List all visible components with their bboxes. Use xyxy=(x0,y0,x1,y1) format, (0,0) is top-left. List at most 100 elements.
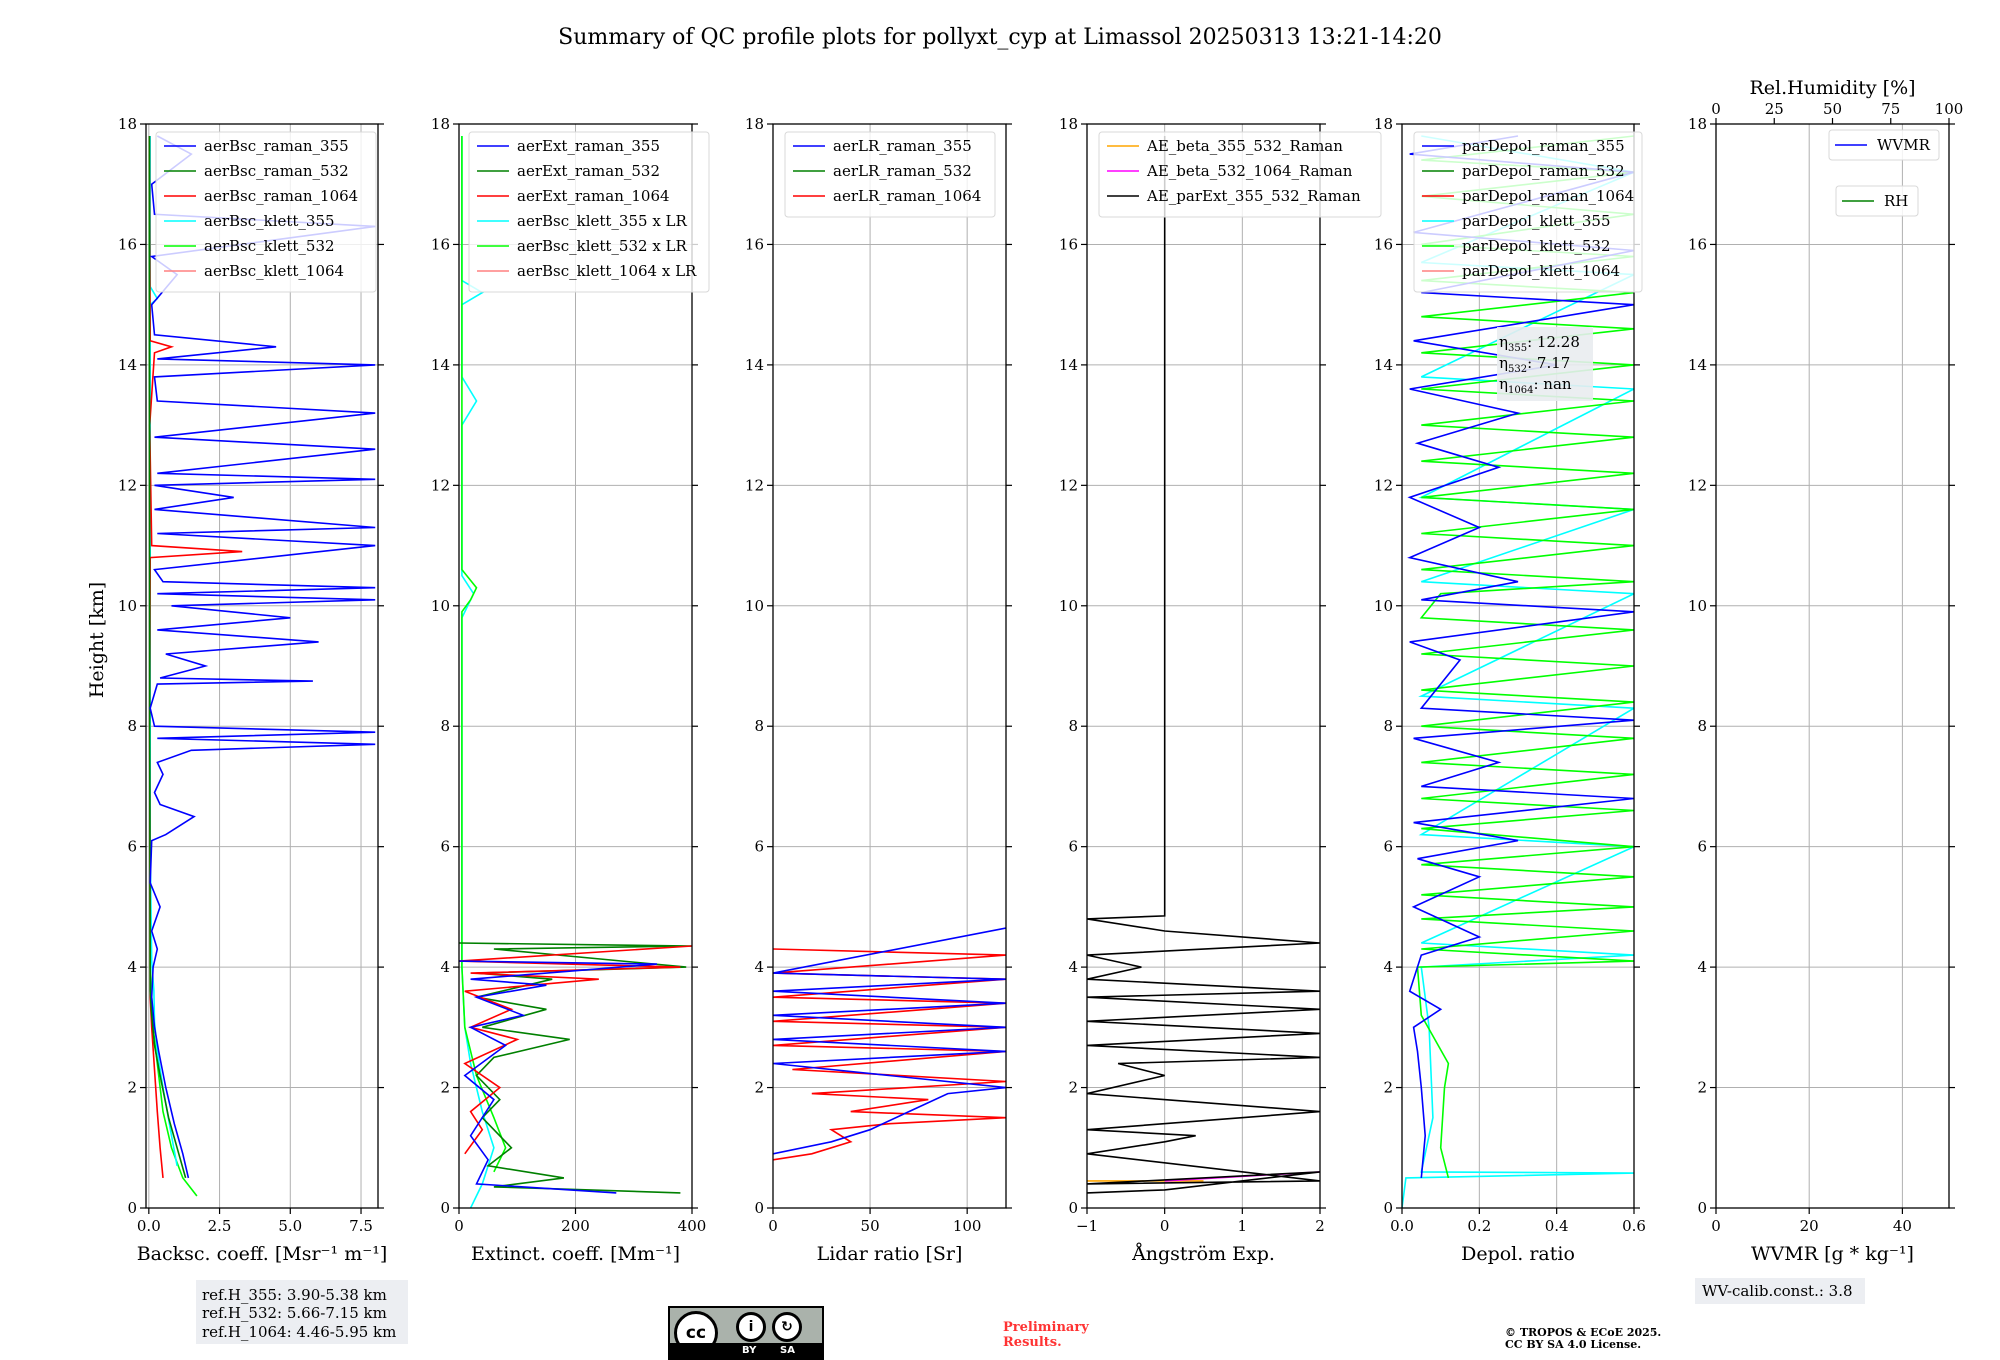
series-aerLR_raman_355 xyxy=(773,927,1006,1155)
series-aerBsc_klett_532 x LR xyxy=(461,136,507,1173)
y-tick-label: 12 xyxy=(431,476,450,494)
y-tick-label: 0 xyxy=(1068,1199,1078,1217)
legend-entry: aerBsc_raman_532 xyxy=(204,162,349,180)
y-tick-label: 2 xyxy=(440,1079,450,1097)
series-aerBsc_klett_355 x LR xyxy=(461,136,495,1208)
y-tick-label: 14 xyxy=(431,356,450,374)
y-tick-label: 6 xyxy=(127,838,137,856)
x-tick-label: 0.4 xyxy=(1545,1217,1569,1235)
y-tick-label: 18 xyxy=(431,115,450,133)
legend-entry: aerBsc_klett_532 x LR xyxy=(517,237,688,255)
legend-entry: AE_beta_355_532_Raman xyxy=(1146,137,1343,155)
series-group xyxy=(1402,135,1634,1208)
series-aerBsc_raman_355 xyxy=(149,135,376,1179)
legend-entry: RH xyxy=(1884,192,1908,210)
top-x-tick-label: 25 xyxy=(1765,100,1784,118)
y-tick-label: 8 xyxy=(1697,717,1707,735)
x-tick-label: 200 xyxy=(561,1217,590,1235)
y-tick-label: 14 xyxy=(1059,356,1078,374)
series-AE_parExt_355_532_Raman xyxy=(1087,136,1320,1194)
y-tick-label: 14 xyxy=(118,356,137,374)
x-axis-label: Depol. ratio xyxy=(1461,1243,1575,1265)
y-tick-label: 18 xyxy=(1688,115,1707,133)
legend-entry: aerBsc_klett_1064 x LR xyxy=(517,262,697,280)
legend-entry: aerExt_raman_1064 xyxy=(517,187,670,205)
x-tick-label: 1 xyxy=(1238,1217,1248,1235)
x-tick-label: 400 xyxy=(678,1217,707,1235)
y-axis-label: Height [km] xyxy=(86,582,108,698)
legend-box xyxy=(468,131,710,293)
eta-1064-value: nan xyxy=(1543,375,1572,393)
x-tick-label: 2.5 xyxy=(208,1217,232,1235)
x-tick-label: 40 xyxy=(1893,1217,1912,1235)
y-tick-label: 18 xyxy=(745,115,764,133)
legend-entry: aerBsc_raman_355 xyxy=(204,137,349,155)
eta-355-value: 12.28 xyxy=(1537,333,1580,351)
axes-frame xyxy=(145,123,379,1209)
legend-box xyxy=(1413,131,1643,293)
x-tick-label: 50 xyxy=(861,1217,880,1235)
legend-entry: AE_parExt_355_532_Raman xyxy=(1146,187,1361,205)
legend-entry: parDepol_klett_355 xyxy=(1462,212,1611,230)
preliminary-text-1: Preliminary xyxy=(1003,1320,1089,1335)
x-tick-label: 0.0 xyxy=(137,1217,161,1235)
y-tick-label: 16 xyxy=(745,235,764,253)
eta-532-value: 7.17 xyxy=(1537,354,1570,372)
legend-entry: aerBsc_klett_532 xyxy=(204,237,335,255)
top-x-tick-label: 50 xyxy=(1823,100,1842,118)
y-tick-label: 16 xyxy=(118,235,137,253)
axes-frame xyxy=(1715,123,1950,1209)
y-tick-label: 4 xyxy=(127,958,137,976)
y-tick-label: 8 xyxy=(127,717,137,735)
series-parDepol_klett_355 xyxy=(1402,135,1634,1208)
y-tick-label: 10 xyxy=(1374,597,1393,615)
x-tick-label: 7.5 xyxy=(349,1217,373,1235)
legend-entry: aerExt_raman_355 xyxy=(517,137,660,155)
x-tick-label: 0.6 xyxy=(1622,1217,1646,1235)
y-tick-label: 14 xyxy=(1374,356,1393,374)
wv-calib-box xyxy=(1695,1278,1865,1304)
y-tick-label: 12 xyxy=(1688,476,1707,494)
x-axis-label: Extinct. coeff. [Mm⁻¹] xyxy=(471,1243,680,1265)
x-axis-label: Lidar ratio [Sr] xyxy=(817,1243,963,1265)
y-tick-label: 4 xyxy=(754,958,764,976)
legend-box xyxy=(155,131,377,293)
y-tick-label: 10 xyxy=(431,597,450,615)
x-tick-label: 0.0 xyxy=(1390,1217,1414,1235)
legend-entry: parDepol_raman_532 xyxy=(1462,162,1625,180)
y-tick-label: 4 xyxy=(1697,958,1707,976)
legend-entry: aerLR_raman_1064 xyxy=(833,187,981,205)
legend-entry: aerBsc_klett_1064 xyxy=(204,262,344,280)
y-tick-label: 14 xyxy=(745,356,764,374)
y-tick-label: 12 xyxy=(745,476,764,494)
y-tick-label: 14 xyxy=(1688,356,1707,374)
legend-entry: aerLR_raman_355 xyxy=(833,137,972,155)
x-tick-label: 5.0 xyxy=(278,1217,302,1235)
y-tick-label: 16 xyxy=(1059,235,1078,253)
x-tick-label: 0 xyxy=(454,1217,464,1235)
x-axis-label: Ångström Exp. xyxy=(1131,1243,1275,1265)
y-tick-label: 2 xyxy=(1068,1079,1078,1097)
y-tick-label: 8 xyxy=(440,717,450,735)
cc-by-label: BY xyxy=(742,1345,757,1356)
y-tick-label: 10 xyxy=(118,597,137,615)
y-tick-label: 4 xyxy=(440,958,450,976)
y-tick-label: 4 xyxy=(1068,958,1078,976)
y-tick-label: 6 xyxy=(440,838,450,856)
series-aerExt_raman_355 xyxy=(459,960,658,1194)
x-tick-label: 0 xyxy=(768,1217,778,1235)
preliminary-text-2: Results. xyxy=(1003,1335,1062,1350)
series-group xyxy=(148,135,376,1197)
legend-entry: aerBsc_klett_355 x LR xyxy=(517,212,688,230)
top-x-tick-label: 0 xyxy=(1711,100,1721,118)
top-x-tick-label: 75 xyxy=(1881,100,1900,118)
cc-badge-bar xyxy=(670,1343,822,1358)
ref-height-1064: ref.H_1064: 4.46-5.95 km xyxy=(202,1323,396,1341)
y-tick-label: 18 xyxy=(1374,115,1393,133)
y-tick-label: 8 xyxy=(754,717,764,735)
y-tick-label: 6 xyxy=(754,838,764,856)
legend-entry: AE_beta_532_1064_Raman xyxy=(1146,162,1353,180)
y-tick-label: 0 xyxy=(754,1199,764,1217)
